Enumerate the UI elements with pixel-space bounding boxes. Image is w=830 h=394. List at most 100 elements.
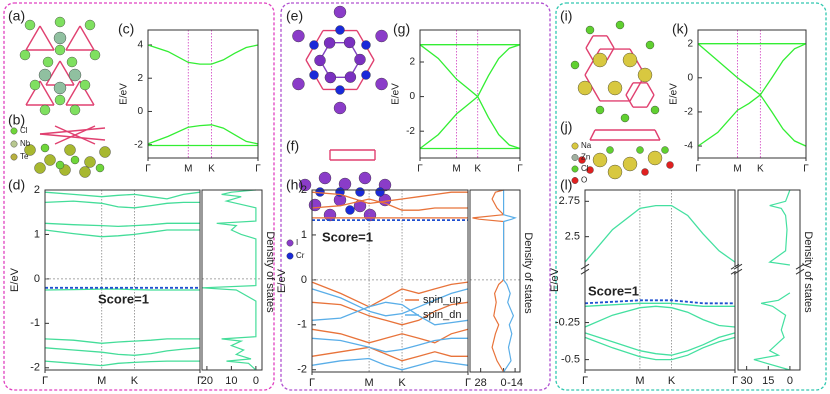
band-line [311, 198, 468, 211]
panel-label: (c) [118, 21, 134, 37]
atom [666, 161, 674, 169]
x-tick-label: K [668, 375, 676, 387]
band-line [44, 200, 200, 209]
bond [45, 60, 61, 86]
atom [24, 144, 36, 156]
atom [314, 54, 326, 67]
x-axis-label: Density of states [802, 231, 814, 313]
atom [309, 40, 319, 50]
atom [318, 171, 332, 185]
legend-swatch [10, 153, 18, 161]
legend-swatch [571, 165, 579, 173]
atom [343, 36, 356, 49]
atom [89, 49, 101, 61]
atom [292, 29, 305, 43]
panel-label: (a) [8, 8, 25, 24]
y-axis-label: E/eV [276, 268, 288, 293]
bond [65, 80, 81, 106]
x-tick-label: Γ [255, 164, 261, 175]
y-axis-label: E/eV [549, 267, 561, 292]
x-tick-label: 20 [201, 375, 213, 387]
band-line [44, 229, 200, 238]
y-tick-label: 2 [687, 38, 693, 49]
band-line [584, 204, 736, 263]
y-tick-label: -2 [297, 364, 307, 376]
atom [636, 146, 644, 154]
x-tick-label: Γ [582, 375, 588, 387]
bond [606, 35, 615, 49]
band-line [44, 360, 200, 367]
legend-label: O [581, 176, 587, 185]
y-tick-label: -1 [297, 319, 307, 331]
bond [584, 74, 601, 102]
bond [79, 25, 95, 51]
x-tick-label: Γ [417, 164, 423, 175]
atom [620, 113, 630, 123]
panel-label: (k) [672, 21, 688, 37]
atom [292, 77, 305, 91]
atom [333, 101, 347, 115]
plot-frame [419, 29, 521, 159]
panel-label: (l) [560, 177, 572, 193]
atom [585, 25, 595, 35]
x-tick-label: K [131, 375, 139, 387]
legend-label: Nb [20, 139, 31, 148]
panel-label: (d) [8, 177, 25, 193]
bond [646, 94, 655, 108]
panel-label: (j) [560, 119, 572, 135]
atom [84, 156, 96, 168]
y-axis-label: E/eV [391, 83, 402, 105]
atom [66, 56, 78, 68]
band-line [584, 302, 735, 307]
atom [622, 52, 638, 68]
atom [55, 160, 65, 170]
band-line [44, 191, 201, 200]
atom [309, 70, 319, 80]
atom [578, 156, 586, 164]
atom [40, 143, 50, 153]
bond [646, 82, 655, 96]
atom [24, 19, 36, 31]
x-tick-label: M [97, 375, 106, 387]
y-tick-label: 0 [137, 106, 143, 117]
panel-box [555, 2, 827, 391]
atom [54, 16, 66, 28]
bond [625, 94, 634, 108]
y-tick-label: 2 [409, 57, 415, 68]
atom [38, 68, 52, 82]
bond [54, 125, 96, 145]
y-tick-label: 2 [301, 184, 307, 196]
x-tick-label: Γ [517, 164, 523, 175]
y-tick-label: 2.5 [565, 231, 580, 243]
y-axis-label: E/eV [9, 267, 21, 292]
plot-frame [737, 189, 801, 371]
x-tick-label: Γ [197, 375, 203, 387]
y-tick-label: -4 [684, 141, 693, 152]
y-tick-label: -2 [30, 362, 40, 374]
atom [53, 81, 67, 95]
plot-frame [44, 189, 201, 371]
annotation: Score=1 [98, 291, 149, 306]
panel-box [3, 2, 275, 391]
atom [95, 163, 105, 173]
atom [323, 37, 336, 49]
atom [577, 80, 593, 96]
dos-line [503, 190, 517, 373]
atom [34, 162, 46, 174]
atom [645, 40, 655, 50]
y-tick-label: 0 [409, 91, 415, 102]
band-line [311, 328, 469, 344]
x-tick-label: K [398, 377, 406, 389]
panel-label: (b) [8, 112, 25, 128]
bond [625, 82, 634, 96]
x-tick-label: K [757, 164, 764, 175]
plot-frame [147, 29, 259, 159]
panel-label: (i) [560, 8, 572, 24]
panel-label: (f) [286, 138, 299, 154]
atom [641, 168, 649, 176]
atom [324, 71, 337, 84]
atom [661, 146, 669, 154]
atom [615, 20, 625, 30]
atom [84, 19, 96, 31]
